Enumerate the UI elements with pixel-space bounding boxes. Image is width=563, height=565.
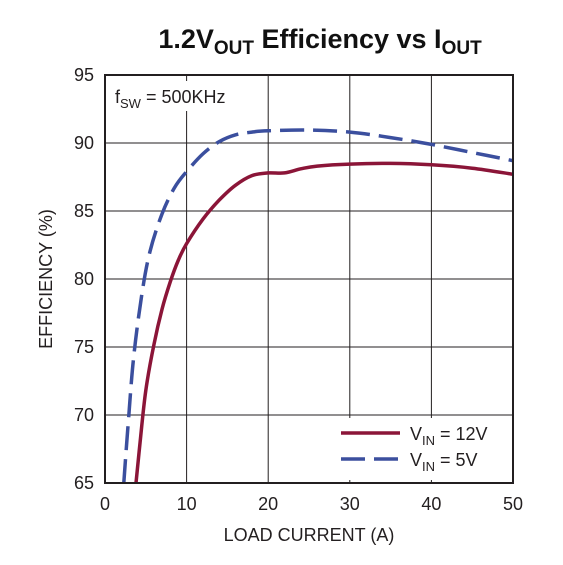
x-tick-label: 0 xyxy=(100,494,110,514)
plot-frame xyxy=(104,74,514,484)
x-axis-label: LOAD CURRENT (A) xyxy=(224,525,395,545)
legend-label-12v: VIN = 12V xyxy=(410,424,488,448)
y-tick-label: 90 xyxy=(74,133,94,153)
series-layer xyxy=(122,128,514,484)
x-tick-label: 30 xyxy=(340,494,360,514)
x-tick-label: 10 xyxy=(177,494,197,514)
switching-frequency-label: fSW = 500KHz xyxy=(115,87,226,111)
series-line-vin-5v xyxy=(122,128,514,484)
y-tick-label: 65 xyxy=(74,473,94,493)
x-tick-label: 20 xyxy=(258,494,278,514)
annotation-box: fSW = 500KHz xyxy=(108,81,241,111)
y-tick-labels: 65 70 75 80 85 90 95 xyxy=(74,65,94,493)
legend: VIN = 12V VIN = 5V xyxy=(333,418,510,480)
y-tick-label: 85 xyxy=(74,201,94,221)
chart-title: 1.2VOUT Efficiency vs IOUT xyxy=(158,24,482,59)
y-tick-label: 80 xyxy=(74,269,94,289)
x-tick-label: 50 xyxy=(503,494,523,514)
legend-background xyxy=(333,418,510,480)
y-tick-label: 70 xyxy=(74,405,94,425)
x-tick-labels: 0 10 20 30 40 50 xyxy=(100,494,523,514)
legend-label-5v: VIN = 5V xyxy=(410,450,478,474)
y-tick-label: 95 xyxy=(74,65,94,85)
x-tick-label: 40 xyxy=(421,494,441,514)
y-tick-label: 75 xyxy=(74,337,94,357)
y-axis-label: EFFICIENCY (%) xyxy=(36,209,56,349)
series-line-vin-12v xyxy=(134,161,514,484)
